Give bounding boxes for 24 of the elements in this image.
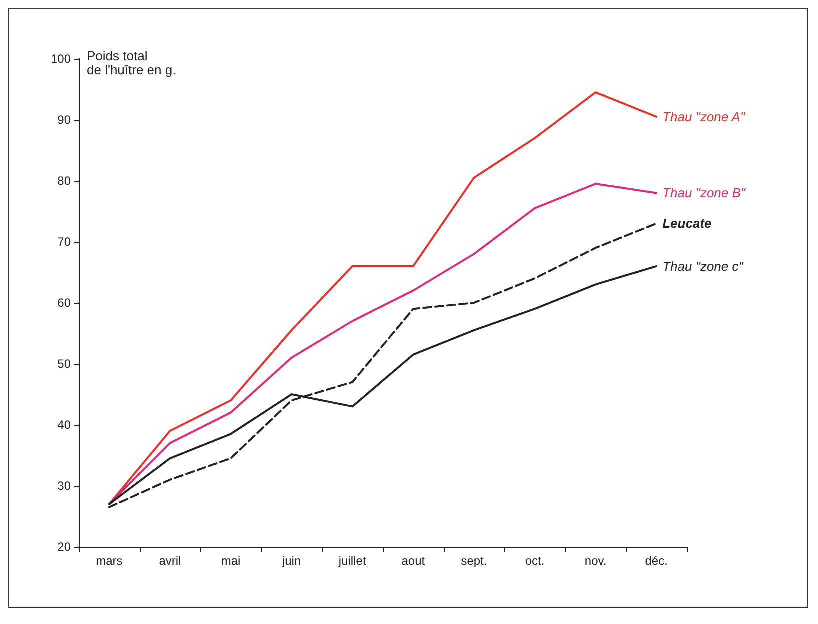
y-tick-label: 70 — [58, 235, 72, 249]
y-tick-label: 90 — [58, 113, 72, 127]
x-tick-label: mars — [96, 554, 123, 568]
x-tick-label: juin — [281, 554, 302, 568]
y-tick-label: 100 — [50, 52, 72, 66]
x-tick-label: nov. — [584, 554, 607, 568]
series-label: Thau "zone c" — [662, 258, 745, 274]
x-tick-label: avril — [159, 554, 182, 568]
series-label: Thau "zone B" — [662, 186, 747, 201]
y-tick-label: 50 — [58, 357, 72, 371]
y-tick-label: 40 — [58, 418, 72, 432]
x-tick-label: déc. — [645, 554, 668, 568]
y-tick-label: 80 — [58, 174, 72, 188]
series-label: Thau "zone A" — [662, 109, 746, 124]
y-tick-label: 60 — [58, 296, 72, 310]
x-tick-label: mai — [221, 554, 241, 568]
series-label: Leucate — [662, 216, 712, 232]
x-tick-label: oct. — [525, 554, 545, 568]
x-tick-label: aout — [402, 554, 426, 568]
y-axis-title: Poids total de l'huître en g. — [87, 48, 176, 78]
y-tick-label: 20 — [58, 540, 72, 554]
x-tick-label: sept. — [461, 554, 488, 568]
y-tick-label: 30 — [58, 479, 72, 493]
x-tick-label: juillet — [338, 554, 367, 568]
